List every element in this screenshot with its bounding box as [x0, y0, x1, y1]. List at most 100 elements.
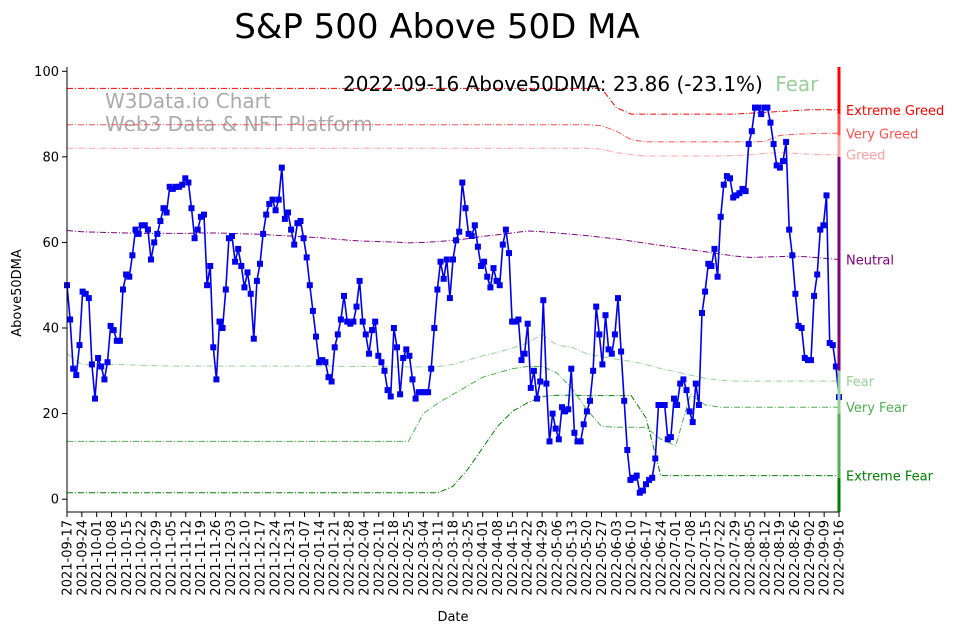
data-point — [783, 138, 790, 145]
x-tick-label: 2022-01-28 — [343, 520, 358, 596]
x-tick-label: 2021-11-26 — [209, 520, 224, 596]
data-point — [459, 179, 466, 186]
sentiment-label-fear: Fear — [846, 375, 875, 390]
data-point — [596, 331, 603, 338]
data-point — [446, 295, 453, 302]
data-point — [173, 183, 179, 190]
x-axis-ticks: 2021-09-17 2021-09-24 2021-10-01 2021-10-08… — [61, 512, 848, 596]
data-point — [359, 318, 366, 325]
data-point — [655, 402, 662, 408]
data-point — [490, 265, 497, 272]
data-point — [502, 226, 509, 233]
threshold-line-extreme-greed — [67, 87, 839, 115]
data-point — [294, 220, 301, 227]
data-point — [232, 258, 239, 265]
data-point — [266, 200, 273, 207]
data-point — [745, 141, 752, 147]
data-point — [141, 222, 148, 229]
data-point — [440, 275, 447, 282]
x-tick-label: 2022-03-18 — [447, 520, 462, 596]
data-point — [210, 344, 217, 351]
data-point — [748, 128, 755, 135]
data-point — [244, 269, 251, 276]
data-point — [624, 447, 631, 453]
data-point — [390, 325, 397, 331]
data-point — [328, 378, 335, 385]
y-axis-label: Above50DMA — [10, 249, 25, 337]
data-point — [101, 376, 108, 383]
data-point — [263, 211, 270, 218]
data-point — [571, 429, 578, 436]
data-point — [565, 406, 572, 413]
data-point — [708, 263, 715, 269]
data-point — [126, 273, 133, 280]
y-tick-label: 0 — [51, 493, 59, 508]
data-point — [574, 438, 581, 445]
data-point — [79, 288, 86, 295]
series-above50dma — [64, 104, 842, 496]
data-point — [792, 290, 799, 297]
data-point — [633, 472, 640, 479]
data-point — [801, 355, 808, 361]
data-point — [275, 196, 282, 203]
threshold-line-fear — [66, 333, 839, 382]
data-point — [474, 243, 481, 250]
data-point — [95, 355, 102, 361]
data-point — [116, 337, 123, 344]
data-point — [487, 284, 494, 291]
x-tick-label: 2022-04-22 — [521, 520, 536, 596]
data-point — [484, 273, 491, 280]
data-point — [770, 141, 777, 147]
data-point — [590, 367, 597, 374]
data-point — [70, 365, 77, 372]
data-point — [437, 258, 444, 265]
data-point — [804, 357, 811, 364]
data-point — [621, 397, 628, 404]
watermark: W3Data.io Chart Web3 Data & NFT Platform — [105, 89, 373, 136]
x-tick-label: 2022-07-15 — [699, 520, 714, 596]
data-point — [269, 196, 276, 203]
x-tick-label: 2022-02-11 — [372, 520, 387, 596]
x-tick-label: 2022-04-08 — [491, 520, 506, 596]
data-point — [213, 376, 220, 383]
data-point — [829, 342, 836, 349]
data-point — [808, 357, 814, 364]
data-point — [723, 173, 730, 180]
data-point — [434, 286, 441, 293]
data-point — [820, 222, 827, 229]
x-tick-label: 2022-08-26 — [788, 520, 803, 596]
data-point — [366, 350, 372, 357]
data-point — [580, 421, 587, 428]
data-point — [272, 207, 279, 214]
x-tick-label: 2021-10-15 — [120, 520, 135, 596]
x-tick-label: 2022-08-12 — [758, 520, 773, 596]
data-point — [225, 235, 232, 242]
data-point — [493, 277, 500, 284]
data-point — [394, 344, 400, 351]
x-tick-label: 2022-06-03 — [610, 520, 625, 596]
watermark-line-1: W3Data.io Chart — [105, 89, 271, 113]
data-point — [176, 183, 183, 190]
data-point — [534, 395, 540, 402]
data-point — [506, 250, 512, 257]
data-point — [291, 241, 298, 248]
data-point — [98, 363, 105, 370]
data-point — [322, 359, 329, 366]
data-point — [166, 183, 173, 190]
x-tick-label: 2021-12-24 — [268, 520, 283, 596]
x-tick-label: 2021-12-03 — [224, 520, 239, 596]
y-tick-label: 100 — [34, 65, 59, 80]
data-point — [309, 307, 316, 314]
sentiment-label-greed: Greed — [846, 149, 885, 164]
x-tick-label: 2021-11-12 — [179, 520, 194, 596]
data-point — [521, 350, 528, 357]
data-point — [334, 331, 341, 338]
data-point — [627, 476, 634, 483]
data-point — [316, 359, 323, 366]
x-tick-label: 2022-01-14 — [313, 520, 328, 596]
sentiment-label-very-greed: Very Greed — [846, 127, 918, 142]
sentiment-label-neutral: Neutral — [846, 254, 894, 269]
annotation-text: 2022-09-16 Above50DMA: 23.86 (-23.1%) — [343, 72, 763, 96]
data-point — [661, 402, 668, 408]
data-point — [375, 352, 382, 359]
